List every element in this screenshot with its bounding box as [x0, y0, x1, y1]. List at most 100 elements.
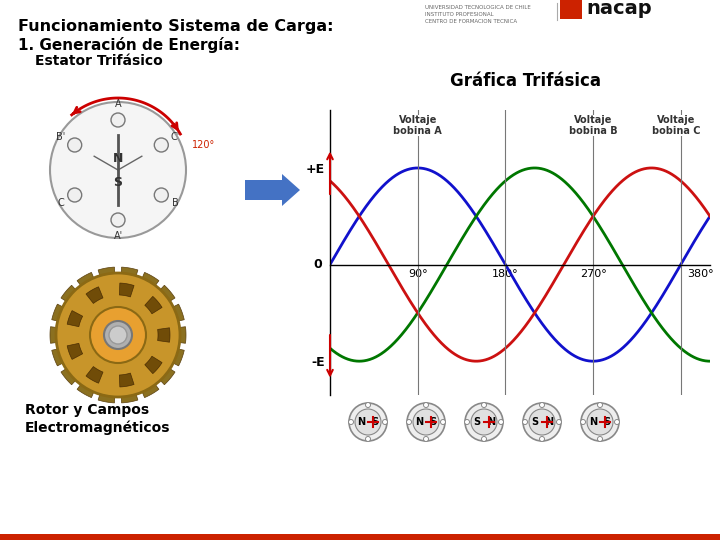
Circle shape	[413, 409, 439, 435]
Circle shape	[348, 420, 354, 424]
Circle shape	[50, 102, 186, 238]
Circle shape	[523, 420, 528, 424]
Text: Voltaje
bobina C: Voltaje bobina C	[652, 115, 700, 137]
Circle shape	[68, 138, 81, 152]
Text: Voltaje
bobina A: Voltaje bobina A	[393, 115, 442, 137]
Text: B': B'	[56, 132, 66, 142]
Circle shape	[423, 436, 428, 442]
Circle shape	[56, 273, 180, 397]
Polygon shape	[67, 310, 83, 327]
Circle shape	[407, 420, 412, 424]
Polygon shape	[86, 287, 103, 303]
Circle shape	[581, 403, 619, 441]
Text: Voltaje
bobina B: Voltaje bobina B	[569, 115, 617, 137]
Circle shape	[529, 409, 555, 435]
Circle shape	[465, 403, 503, 441]
Text: UNIVERSIDAD TECNOLOGICA DE CHILE
INSTITUTO PROFESIONAL
CENTRO DE FORMACION TECNI: UNIVERSIDAD TECNOLOGICA DE CHILE INSTITU…	[425, 5, 531, 24]
Circle shape	[382, 420, 387, 424]
Circle shape	[464, 420, 469, 424]
Circle shape	[109, 326, 127, 344]
Text: Funcionamiento Sistema de Carga:: Funcionamiento Sistema de Carga:	[18, 19, 333, 34]
Circle shape	[471, 409, 497, 435]
Circle shape	[154, 138, 168, 152]
Circle shape	[557, 420, 562, 424]
Text: A': A'	[114, 231, 122, 241]
Circle shape	[407, 403, 445, 441]
Polygon shape	[171, 304, 184, 322]
Text: S: S	[429, 417, 436, 427]
Text: S: S	[114, 176, 122, 188]
Polygon shape	[158, 328, 170, 342]
Polygon shape	[77, 272, 95, 288]
Polygon shape	[145, 296, 162, 314]
Circle shape	[441, 420, 446, 424]
Circle shape	[482, 436, 487, 442]
Polygon shape	[171, 348, 184, 366]
Text: Estator Trifásico: Estator Trifásico	[35, 54, 163, 68]
Text: 120°: 120°	[192, 140, 215, 150]
Text: N: N	[113, 152, 123, 165]
Polygon shape	[120, 283, 134, 297]
FancyBboxPatch shape	[560, 0, 582, 19]
Polygon shape	[98, 267, 115, 279]
FancyArrow shape	[245, 174, 300, 206]
Circle shape	[587, 409, 613, 435]
Circle shape	[154, 188, 168, 202]
Text: nacap: nacap	[586, 0, 652, 17]
Circle shape	[90, 307, 146, 363]
Polygon shape	[67, 343, 83, 360]
Text: 1. Generación de Energía:: 1. Generación de Energía:	[18, 37, 240, 53]
Text: C': C'	[171, 132, 180, 142]
Polygon shape	[158, 367, 175, 384]
Circle shape	[580, 420, 585, 424]
Circle shape	[104, 321, 132, 349]
Polygon shape	[158, 285, 175, 303]
Circle shape	[355, 409, 381, 435]
Text: S: S	[372, 417, 379, 427]
Polygon shape	[61, 285, 78, 303]
Text: Rotor y Campos
Electromagnéticos: Rotor y Campos Electromagnéticos	[25, 403, 171, 435]
Circle shape	[482, 402, 487, 408]
Polygon shape	[86, 367, 103, 383]
Text: S: S	[474, 417, 480, 427]
Polygon shape	[145, 356, 162, 374]
Text: A: A	[114, 99, 121, 109]
Text: S: S	[603, 417, 611, 427]
Polygon shape	[61, 367, 78, 384]
Text: N: N	[357, 417, 365, 427]
Text: N: N	[487, 417, 495, 427]
Circle shape	[366, 402, 371, 408]
Circle shape	[68, 188, 81, 202]
Circle shape	[598, 402, 603, 408]
Text: N: N	[415, 417, 423, 427]
Polygon shape	[50, 327, 60, 343]
Circle shape	[111, 113, 125, 127]
Circle shape	[111, 213, 125, 227]
Polygon shape	[121, 267, 138, 279]
Circle shape	[598, 436, 603, 442]
Bar	[0, 534, 720, 540]
Polygon shape	[176, 327, 186, 343]
Polygon shape	[98, 392, 115, 403]
Circle shape	[539, 436, 544, 442]
Circle shape	[539, 402, 544, 408]
Text: Gráfica Trifásica: Gráfica Trifásica	[449, 72, 600, 90]
Text: 0: 0	[313, 258, 323, 271]
Polygon shape	[141, 382, 159, 397]
Circle shape	[523, 403, 561, 441]
Circle shape	[498, 420, 503, 424]
Polygon shape	[120, 373, 134, 387]
Text: N: N	[589, 417, 597, 427]
Text: N: N	[545, 417, 553, 427]
Circle shape	[423, 402, 428, 408]
Polygon shape	[121, 392, 138, 403]
Text: C: C	[58, 198, 64, 208]
Polygon shape	[52, 348, 66, 366]
Circle shape	[614, 420, 619, 424]
Circle shape	[349, 403, 387, 441]
Polygon shape	[52, 304, 66, 322]
Text: S: S	[531, 417, 539, 427]
Polygon shape	[141, 272, 159, 288]
Text: B: B	[172, 198, 179, 208]
Polygon shape	[77, 382, 95, 397]
